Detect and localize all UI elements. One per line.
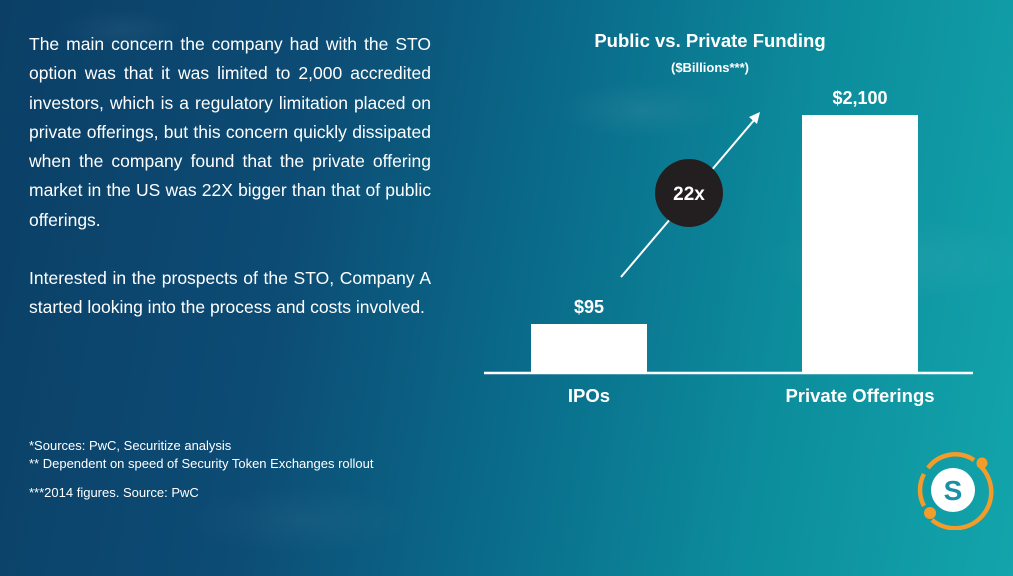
arrow-head-icon [749,112,760,124]
body-paragraph-1: The main concern the company had with th… [29,34,431,230]
chart-title: Public vs. Private Funding [594,30,826,51]
logo-ring-arc [930,462,994,530]
bar-private-offerings [802,115,918,372]
logo-dot [976,457,988,469]
chart-subtitle: ($Billions***) [670,60,749,75]
footnote-figures: ***2014 figures. Source: PwC [29,485,199,500]
logo-letter: S [944,475,963,506]
category-label: Private Offerings [785,385,934,406]
logo-dot [924,507,936,519]
data-label: $95 [574,297,604,317]
multiplier-label: 22x [673,184,705,205]
multiplier-badge [655,159,723,227]
data-label: $2,100 [832,88,887,108]
footnote-dependent: ** Dependent on speed of Security Token … [29,456,374,471]
footnote-sources: *Sources: PwC, Securitize analysis [29,438,232,453]
category-label: IPOs [568,385,610,406]
securitize-logo-icon: S [917,452,994,530]
body-paragraph-2: Interested in the prospects of the STO, … [29,268,431,318]
bar-ipos [531,324,647,372]
logo-ring-arc [926,452,976,470]
logo-inner-circle [931,468,975,512]
logo-ring-arc [917,472,927,508]
